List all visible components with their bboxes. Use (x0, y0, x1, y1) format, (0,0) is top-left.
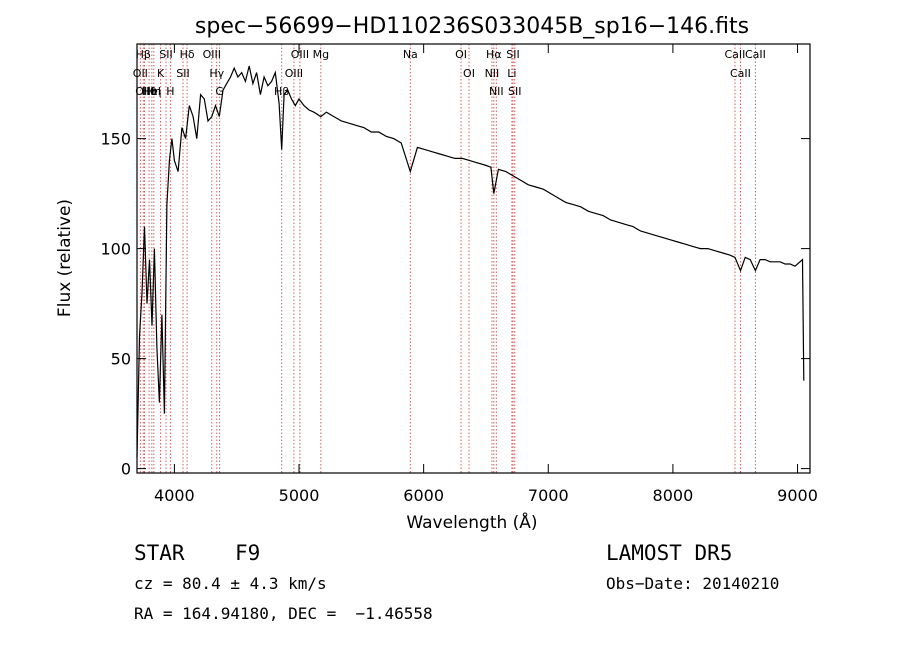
redshift-cz: cz = 80.4 ± 4.3 km/s (134, 574, 327, 593)
x-axis-ticks: 4000 5000 6000 7000 8000 9000 (154, 44, 818, 505)
chart-title: spec−56699−HD110236S033045B_sp16−146.fit… (195, 14, 749, 39)
x-tick-label: 6000 (403, 486, 444, 505)
spectral-line-label: Mg (313, 48, 329, 61)
x-tick-label: 4000 (154, 486, 195, 505)
spectral-line-label: Hθ (142, 85, 157, 98)
spectral-line-label: NII (489, 85, 504, 98)
observation-date: Obs−Date: 20140210 (606, 574, 780, 593)
spectral-line-label: G (215, 85, 224, 98)
spectral-line-label: HeI (143, 85, 161, 98)
y-tick-label: 50 (111, 350, 131, 369)
spectrum-line (136, 65, 805, 458)
x-tick-label: 7000 (528, 486, 569, 505)
spectral-line-label: Hγ (209, 67, 224, 80)
spectral-line-label: Hη (146, 85, 161, 98)
spectral-line-label: OIII (135, 85, 153, 98)
spectral-line-label: CaII (725, 48, 746, 61)
y-axis-label: Flux (relative) (55, 199, 75, 317)
spectral-line-label: CaII (730, 67, 751, 80)
spectral-line-label: OIII (285, 67, 303, 80)
x-tick-label: 8000 (653, 486, 694, 505)
spectral-line-label: OII (133, 67, 148, 80)
spectral-line-label: OI (455, 48, 467, 61)
x-tick-label: 9000 (777, 486, 818, 505)
y-tick-label: 100 (100, 240, 131, 259)
spectral-line-label: Hα (486, 48, 502, 61)
spectral-line-markers (139, 44, 756, 473)
spectral-line-label: OIII (291, 48, 309, 61)
spectral-line-label: SII (508, 85, 521, 98)
spectral-line-labels: HβOIIOIIIHθHeIHηKSIIHHδSIIOIIIHγGOIIIOII… (133, 48, 766, 98)
spectral-line-label: SII (159, 48, 172, 61)
spectral-line-label: H (166, 85, 174, 98)
x-tick-label: 5000 (279, 486, 320, 505)
spectral-line-label: OI (463, 67, 475, 80)
spectral-line-label: NII (485, 67, 500, 80)
spectral-line-label: Li (507, 67, 516, 80)
object-subclass: F9 (235, 541, 261, 565)
spectral-line-label: K (157, 67, 165, 80)
spectral-line-label: SII (506, 48, 519, 61)
survey-name: LAMOST DR5 (606, 541, 733, 565)
plot-frame (136, 43, 811, 474)
y-axis-ticks: 0 50 100 150 (100, 130, 810, 479)
coordinates: RA = 164.94180, DEC = −1.46558 (134, 604, 433, 623)
spectral-line-label: SII (176, 67, 189, 80)
x-axis-label: Wavelength (Å) (406, 511, 537, 533)
spectral-line-label: Hδ (180, 48, 195, 61)
spectral-line-label: CaII (745, 48, 766, 61)
spectral-line-label: Hβ (136, 48, 151, 61)
y-tick-label: 150 (100, 130, 131, 149)
y-tick-label: 0 (121, 460, 131, 479)
spectral-line-label: OIII (203, 48, 221, 61)
object-class: STAR (134, 541, 185, 565)
spectral-line-label: Na (403, 48, 418, 61)
